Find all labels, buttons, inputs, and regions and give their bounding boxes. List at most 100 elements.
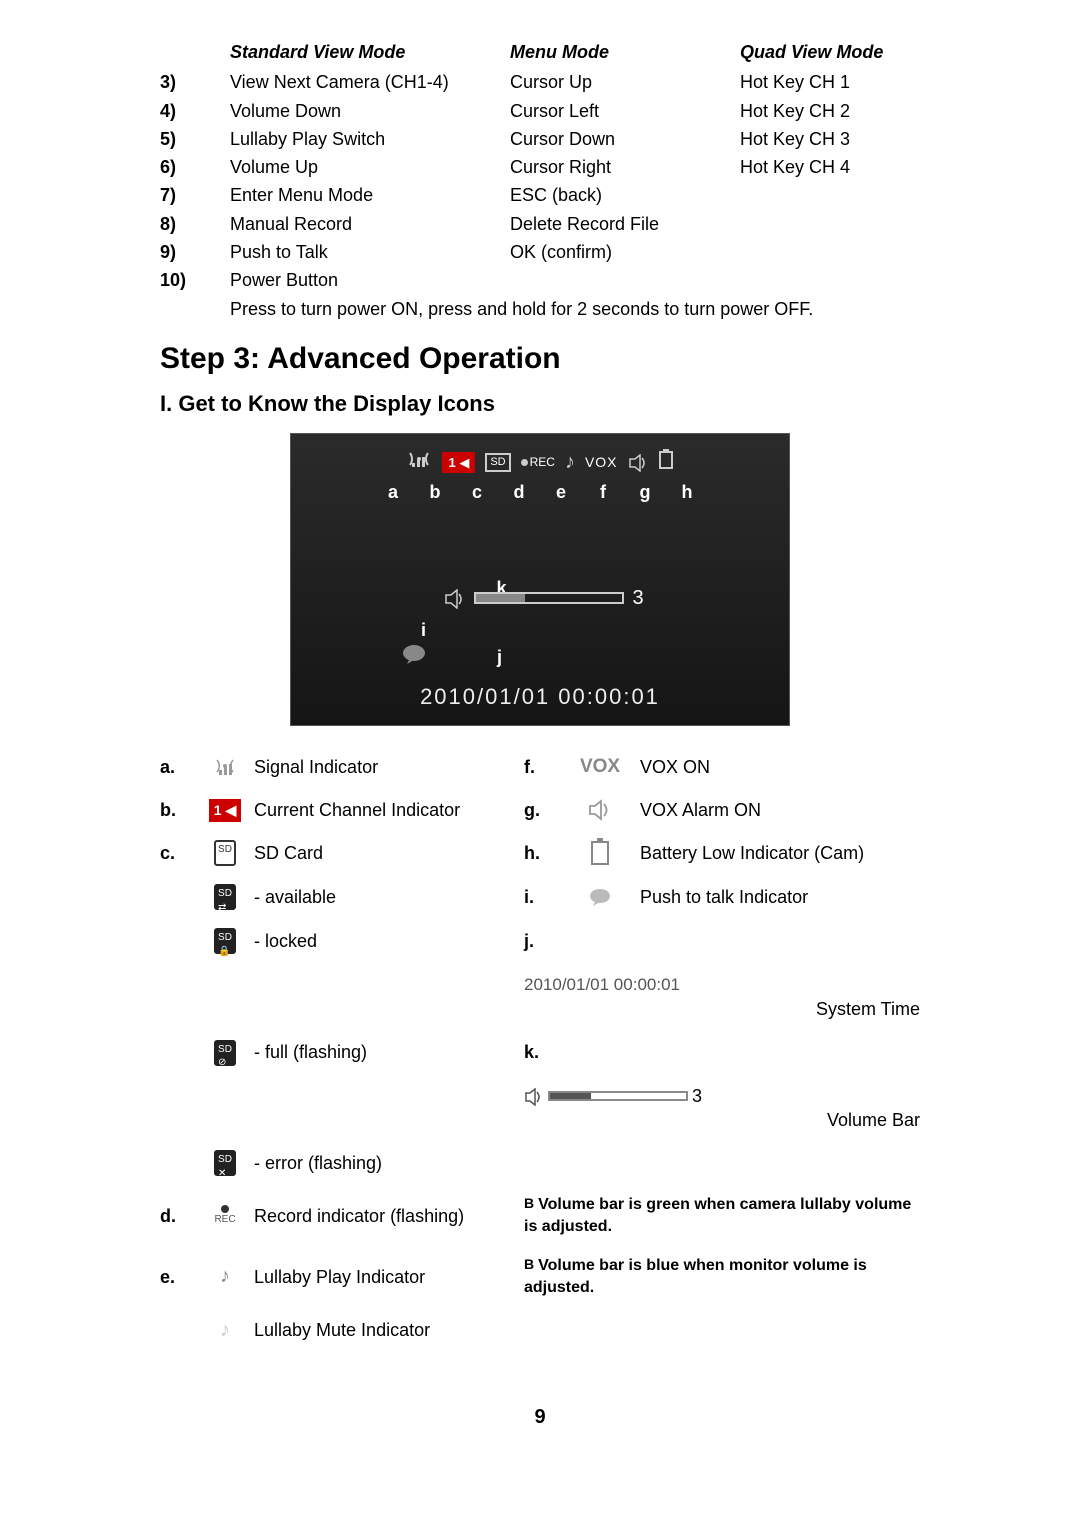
row-num: 8) (160, 212, 230, 236)
row-quad: Hot Key CH 2 (740, 99, 940, 123)
sd-icon: SD (206, 840, 244, 866)
vox-alarm-icon (570, 799, 630, 821)
legend-grid: a. Signal Indicator f. VOX VOX ON b. 1 ◀… (160, 754, 920, 1343)
sd-text: SD (490, 456, 505, 468)
row-quad (740, 183, 940, 207)
legend-label-c: c. (160, 841, 196, 865)
legend-text: Current Channel Indicator (254, 798, 514, 822)
channel-number: 1 (448, 455, 455, 470)
row-menu: Cursor Left (510, 99, 740, 123)
panel-letter: f (596, 480, 610, 504)
step-title: Step 3: Advanced Operation (160, 339, 920, 380)
legend-text: Lullaby Mute Indicator (254, 1318, 514, 1342)
row-num: 3) (160, 70, 230, 94)
row-quad: Hot Key CH 1 (740, 70, 940, 94)
legend-label-h: h. (524, 841, 560, 865)
table-row: 10) Power Button (160, 268, 920, 292)
legend-text: Battery Low Indicator (Cam) (640, 841, 920, 865)
lullaby-icon: ♪ (565, 449, 575, 476)
rec-icon: REC (206, 1205, 244, 1227)
row-num: 9) (160, 240, 230, 264)
row-menu: OK (confirm) (510, 240, 740, 264)
row-std: Power Button (230, 268, 510, 292)
bullet-icon: B (524, 1256, 534, 1272)
vox-icon: VOX (585, 453, 618, 472)
panel-letter: g (638, 480, 652, 504)
lullaby-play-icon: ♪ (206, 1263, 244, 1290)
row-menu: Cursor Up (510, 70, 740, 94)
legend-text: VOX Alarm ON (640, 798, 920, 822)
legend-text: SD Card (254, 841, 514, 865)
sd-full-icon: SD⊘ (206, 1040, 244, 1066)
panel-timestamp: 2010/01/01 00:00:01 (291, 682, 789, 712)
row-std: Enter Menu Mode (230, 183, 510, 207)
rec-text: REC (214, 1213, 235, 1227)
row-num: 6) (160, 155, 230, 179)
legend-label-g: g. (524, 798, 560, 822)
row-std: Manual Record (230, 212, 510, 236)
legend-label-i: i. (524, 885, 560, 909)
legend-label-f: f. (524, 755, 560, 779)
speaker-icon (524, 1084, 544, 1108)
signal-icon (406, 449, 432, 475)
system-time-text: 2010/01/01 00:00:01 (524, 975, 680, 994)
panel-letter: h (680, 480, 694, 504)
row-quad (740, 212, 940, 236)
legend-k-block: 3 Volume Bar (524, 1084, 920, 1133)
table-row: 3) View Next Camera (CH1-4) Cursor Up Ho… (160, 70, 920, 94)
legend-text: - error (flashing) (254, 1151, 514, 1175)
sd-error-icon: SD✕ (206, 1150, 244, 1176)
row-quad (740, 268, 940, 292)
legend-text: Lullaby Play Indicator (254, 1265, 514, 1289)
legend-text: - full (flashing) (254, 1040, 514, 1064)
row-menu: ESC (back) (510, 183, 740, 207)
panel-letter: e (554, 480, 568, 504)
volume-bar (474, 592, 624, 604)
sub-title: I. Get to Know the Display Icons (160, 389, 920, 419)
legend-label-b: b. (160, 798, 196, 822)
row-std: Volume Up (230, 155, 510, 179)
channel-icon: 1 ◀ (442, 452, 475, 474)
table-row: 7) Enter Menu Mode ESC (back) (160, 183, 920, 207)
speaker-icon (444, 586, 466, 610)
system-time-label: System Time (524, 997, 920, 1021)
signal-icon (206, 757, 244, 777)
row-num: 7) (160, 183, 230, 207)
panel-letter: b (428, 480, 442, 504)
panel-volume-row: k 3 (436, 585, 643, 612)
panel-j-label: j (497, 645, 502, 669)
table-row: 4) Volume Down Cursor Left Hot Key CH 2 (160, 99, 920, 123)
sd-icon: SD (485, 453, 510, 472)
row-quad: Hot Key CH 4 (740, 155, 940, 179)
col-blank (160, 40, 230, 64)
legend-text: VOX ON (640, 755, 920, 779)
col-quad: Quad View Mode (740, 40, 940, 64)
legend-label-j: j. (524, 929, 560, 953)
battery-icon (570, 841, 630, 865)
sd-locked-icon: SD🔒 (206, 928, 244, 954)
table-row: 9) Push to Talk OK (confirm) (160, 240, 920, 264)
talk-icon (401, 642, 427, 672)
row-quad: Hot Key CH 3 (740, 127, 940, 151)
panel-i-label: i (291, 618, 789, 642)
channel-icon: 1 ◀ (206, 799, 244, 822)
legend-text: Record indicator (flashing) (254, 1204, 514, 1228)
legend-text: - available (254, 885, 514, 909)
note-green: BVolume bar is green when camera lullaby… (524, 1194, 920, 1237)
legend-label-a: a. (160, 755, 196, 779)
panel-letter: a (386, 480, 400, 504)
row-num: 10) (160, 268, 230, 292)
panel-letter: d (512, 480, 526, 504)
note-text: Volume bar is green when camera lullaby … (524, 1196, 911, 1235)
row-num: 4) (160, 99, 230, 123)
table-row: 5) Lullaby Play Switch Cursor Down Hot K… (160, 127, 920, 151)
legend-label-d: d. (160, 1204, 196, 1228)
legend-label-k: k. (524, 1040, 560, 1064)
volume-number: 3 (632, 585, 643, 612)
col-menu: Menu Mode (510, 40, 740, 64)
vox-alarm-icon (628, 450, 648, 474)
talk-icon (570, 887, 630, 907)
legend-text: Signal Indicator (254, 755, 514, 779)
legend-label-e: e. (160, 1265, 196, 1289)
row-std: View Next Camera (CH1-4) (230, 70, 510, 94)
